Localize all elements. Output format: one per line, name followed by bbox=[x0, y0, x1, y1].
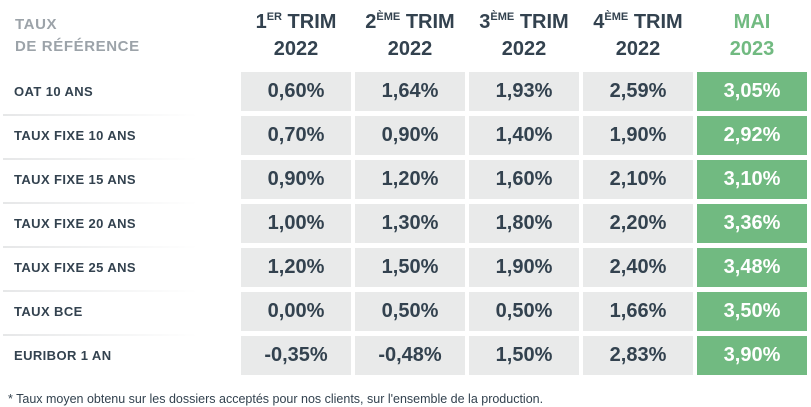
row-label: TAUX FIXE 25 ANS bbox=[3, 246, 237, 275]
column-header-label: MAI bbox=[733, 11, 771, 33]
value-cell: 1,90% bbox=[583, 116, 693, 155]
value-cell-highlight: 2,92% bbox=[697, 116, 807, 155]
value-cell: 0,90% bbox=[241, 160, 351, 199]
column-header-label: 3ÈME TRIM bbox=[479, 11, 569, 33]
value-cell: 2,10% bbox=[583, 160, 693, 199]
value-cell: 1,00% bbox=[241, 204, 351, 243]
value-cell: 0,90% bbox=[355, 116, 465, 155]
value-cell-highlight: 3,48% bbox=[697, 248, 807, 287]
table-body: OAT 10 ANS 0,60% 1,64% 1,93% 2,59% 3,05%… bbox=[3, 72, 811, 375]
column-header-year: 2023 bbox=[729, 38, 775, 60]
value-cell: 1,66% bbox=[583, 292, 693, 331]
table-row-oat-10-ans: OAT 10 ANS 0,60% 1,64% 1,93% 2,59% 3,05% bbox=[3, 72, 811, 111]
table-row-euribor-1-an: EURIBOR 1 AN -0,35% -0,48% 1,50% 2,83% 3… bbox=[3, 334, 811, 375]
value-cell: 1,20% bbox=[241, 248, 351, 287]
value-cell: 2,83% bbox=[583, 336, 693, 375]
value-cell: 1,93% bbox=[469, 72, 579, 111]
row-label: EURIBOR 1 AN bbox=[3, 334, 237, 363]
column-header-year: 2022 bbox=[387, 38, 433, 60]
table-title-line1: TAUX bbox=[15, 16, 58, 33]
table-title: TAUX DE RÉFÉRENCE bbox=[3, 6, 237, 58]
value-cell: 1,50% bbox=[355, 248, 465, 287]
value-cell: 1,64% bbox=[355, 72, 465, 111]
value-cell: 0,50% bbox=[469, 292, 579, 331]
column-header-year: 2022 bbox=[501, 38, 547, 60]
table-row-taux-bce: TAUX BCE 0,00% 0,50% 0,50% 1,66% 3,50% bbox=[3, 290, 811, 331]
column-header-year: 2022 bbox=[615, 38, 661, 60]
value-cell-highlight: 3,05% bbox=[697, 72, 807, 111]
column-header-label: 1ER TRIM bbox=[255, 11, 337, 33]
column-header-mai-2023: MAI 2023 bbox=[697, 6, 807, 63]
table-row-taux-fixe-25-ans: TAUX FIXE 25 ANS 1,20% 1,50% 1,90% 2,40%… bbox=[3, 246, 811, 287]
value-cell: -0,48% bbox=[355, 336, 465, 375]
row-label: TAUX BCE bbox=[3, 290, 237, 319]
column-header-label: 2ÈME TRIM bbox=[365, 11, 455, 33]
column-header-year: 2022 bbox=[273, 38, 319, 60]
value-cell-highlight: 3,50% bbox=[697, 292, 807, 331]
row-label: OAT 10 ANS bbox=[14, 84, 94, 99]
value-cell: 2,59% bbox=[583, 72, 693, 111]
value-cell-highlight: 3,10% bbox=[697, 160, 807, 199]
row-label: TAUX FIXE 15 ANS bbox=[3, 158, 237, 187]
column-header-trim3-2022: 3ÈME TRIM 2022 bbox=[469, 6, 579, 63]
value-cell: 1,90% bbox=[469, 248, 579, 287]
value-cell: -0,35% bbox=[241, 336, 351, 375]
table-header-row: TAUX DE RÉFÉRENCE 1ER TRIM 2022 2ÈME TRI… bbox=[3, 6, 811, 68]
value-cell: 1,50% bbox=[469, 336, 579, 375]
value-cell: 1,40% bbox=[469, 116, 579, 155]
value-cell: 2,40% bbox=[583, 248, 693, 287]
column-header-label: 4ÈME TRIM bbox=[593, 11, 683, 33]
value-cell: 0,00% bbox=[241, 292, 351, 331]
value-cell: 0,50% bbox=[355, 292, 465, 331]
footnote: * Taux moyen obtenu sur les dossiers acc… bbox=[8, 392, 544, 406]
value-cell: 2,20% bbox=[583, 204, 693, 243]
value-cell: 0,70% bbox=[241, 116, 351, 155]
value-cell: 1,20% bbox=[355, 160, 465, 199]
column-header-trim4-2022: 4ÈME TRIM 2022 bbox=[583, 6, 693, 63]
table-title-line2: DE RÉFÉRENCE bbox=[15, 37, 140, 55]
table-row-taux-fixe-10-ans: TAUX FIXE 10 ANS 0,70% 0,90% 1,40% 1,90%… bbox=[3, 114, 811, 155]
column-header-trim2-2022: 2ÈME TRIM 2022 bbox=[355, 6, 465, 63]
column-header-trim1-2022: 1ER TRIM 2022 bbox=[241, 6, 351, 63]
value-cell: 0,60% bbox=[241, 72, 351, 111]
table-row-taux-fixe-20-ans: TAUX FIXE 20 ANS 1,00% 1,30% 1,80% 2,20%… bbox=[3, 202, 811, 243]
value-cell: 1,80% bbox=[469, 204, 579, 243]
value-cell: 1,60% bbox=[469, 160, 579, 199]
value-cell: 1,30% bbox=[355, 204, 465, 243]
table-row-taux-fixe-15-ans: TAUX FIXE 15 ANS 0,90% 1,20% 1,60% 2,10%… bbox=[3, 158, 811, 199]
row-label: TAUX FIXE 20 ANS bbox=[3, 202, 237, 231]
value-cell-highlight: 3,36% bbox=[697, 204, 807, 243]
row-label: TAUX FIXE 10 ANS bbox=[3, 114, 237, 143]
value-cell-highlight: 3,90% bbox=[697, 336, 807, 375]
